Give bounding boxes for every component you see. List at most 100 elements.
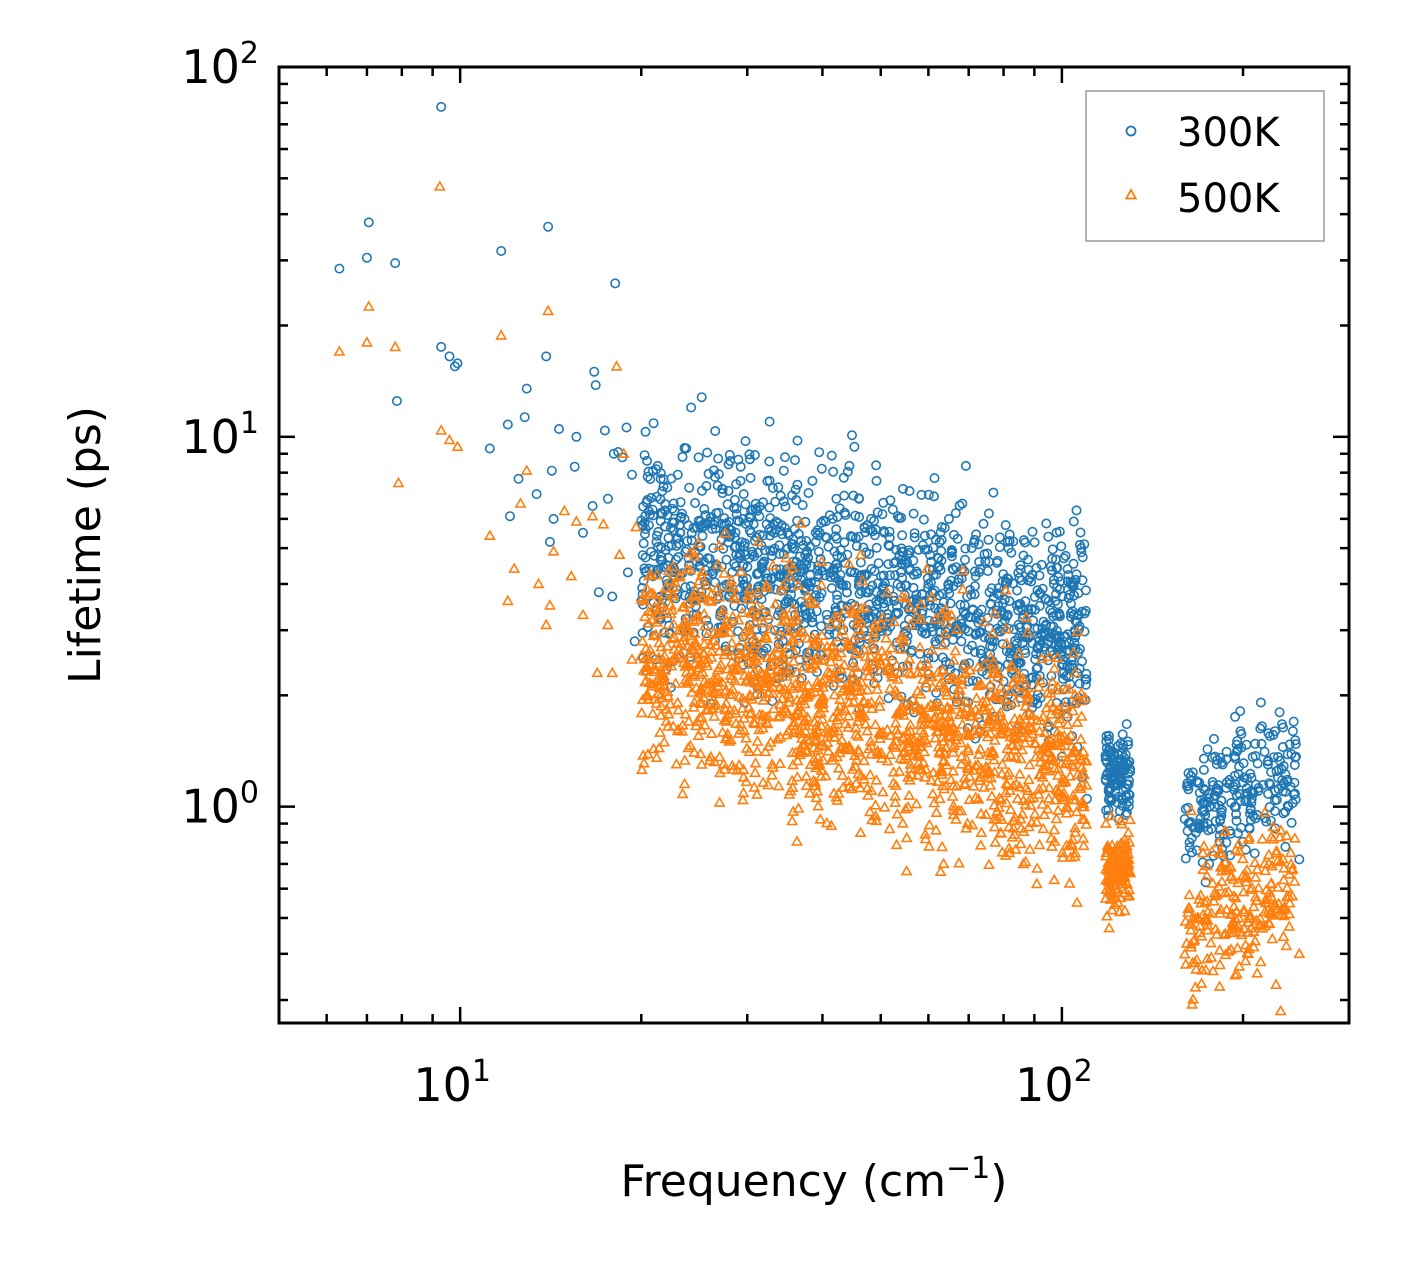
point-500k — [801, 711, 814, 722]
point-300k — [1268, 729, 1279, 740]
point-300k — [871, 460, 882, 471]
point-500k — [839, 603, 851, 615]
point-300k — [1013, 567, 1024, 578]
point-300k — [911, 566, 922, 577]
point-500k — [1004, 685, 1017, 697]
point-500k — [1278, 902, 1291, 913]
point-300k — [1041, 594, 1052, 605]
point-300k — [1015, 598, 1026, 609]
point-300k — [1075, 527, 1086, 538]
point-500k — [1000, 622, 1013, 634]
point-500k — [1104, 893, 1117, 904]
point-300k — [636, 515, 647, 526]
point-500k — [1267, 820, 1280, 832]
point-500k — [877, 611, 889, 622]
point-500k — [1019, 855, 1032, 867]
point-500k — [972, 660, 985, 672]
point-500k — [862, 670, 875, 681]
point-300k — [1000, 520, 1011, 531]
point-500k — [752, 535, 765, 547]
point-500k — [656, 691, 669, 703]
point-300k — [1027, 526, 1038, 537]
point-300k — [692, 522, 703, 533]
point-300k — [872, 507, 883, 518]
point-500k — [1077, 768, 1090, 780]
point-300k — [656, 542, 667, 553]
point-500k — [719, 685, 732, 697]
point-300k — [1034, 570, 1045, 581]
point-500k — [930, 710, 943, 722]
point-500k — [1195, 977, 1208, 988]
point-500k — [1262, 848, 1275, 860]
point-300k — [607, 591, 618, 602]
point-300k — [1256, 721, 1267, 732]
point-300k — [740, 436, 751, 447]
point-500k — [740, 775, 753, 787]
point-500k — [1025, 816, 1038, 828]
point-500k — [692, 536, 705, 548]
point-500k — [792, 802, 805, 813]
point-300k — [645, 474, 656, 485]
point-500k — [1069, 846, 1082, 858]
point-500k — [798, 697, 811, 709]
point-500k — [904, 724, 917, 735]
point-300k — [713, 453, 724, 464]
point-300k — [641, 455, 652, 466]
point-500k — [812, 751, 824, 762]
point-500k — [787, 805, 800, 816]
point-500k — [1111, 839, 1124, 851]
point-500k — [1050, 812, 1063, 824]
x-axis-title-superscript: −1 — [946, 1151, 990, 1186]
point-500k — [726, 759, 739, 771]
point-500k — [803, 787, 816, 798]
point-500k — [789, 709, 802, 721]
point-300k — [907, 620, 918, 631]
point-500k — [1028, 807, 1041, 819]
point-300k — [855, 557, 866, 568]
point-500k — [1023, 843, 1036, 854]
point-500k — [1046, 700, 1059, 712]
point-300k — [1186, 833, 1197, 844]
point-500k — [924, 698, 937, 710]
point-500k — [638, 652, 651, 664]
point-500k — [1060, 839, 1073, 850]
point-300k — [752, 689, 763, 700]
point-500k — [547, 545, 560, 556]
point-500k — [969, 703, 982, 715]
point-500k — [760, 677, 773, 688]
point-300k — [686, 402, 697, 413]
point-500k — [899, 745, 912, 756]
point-500k — [912, 763, 925, 774]
point-500k — [839, 717, 852, 729]
point-300k — [711, 508, 722, 519]
point-300k — [655, 468, 666, 479]
point-500k — [783, 639, 796, 650]
point-300k — [1106, 793, 1117, 804]
point-500k — [691, 715, 703, 727]
point-500k — [958, 778, 971, 790]
point-300k — [708, 465, 719, 476]
point-500k — [1000, 777, 1013, 788]
point-500k — [1060, 807, 1073, 818]
point-500k — [1070, 805, 1083, 817]
point-500k — [973, 774, 986, 786]
point-500k — [783, 788, 796, 799]
point-300k — [1113, 740, 1124, 751]
point-300k — [1019, 645, 1030, 656]
point-500k — [843, 742, 856, 753]
point-500k — [807, 727, 820, 738]
point-300k — [753, 568, 764, 579]
point-500k — [831, 650, 844, 662]
point-300k — [1050, 595, 1061, 606]
point-300k — [673, 551, 684, 562]
point-500k — [698, 619, 711, 631]
point-300k — [589, 366, 600, 377]
point-500k — [950, 813, 962, 824]
point-300k — [662, 482, 673, 493]
point-500k — [1281, 881, 1294, 893]
point-500k — [890, 838, 903, 850]
point-300k — [810, 537, 821, 548]
point-500k — [1061, 718, 1074, 730]
point-300k — [841, 587, 852, 598]
point-500k — [1270, 978, 1283, 990]
